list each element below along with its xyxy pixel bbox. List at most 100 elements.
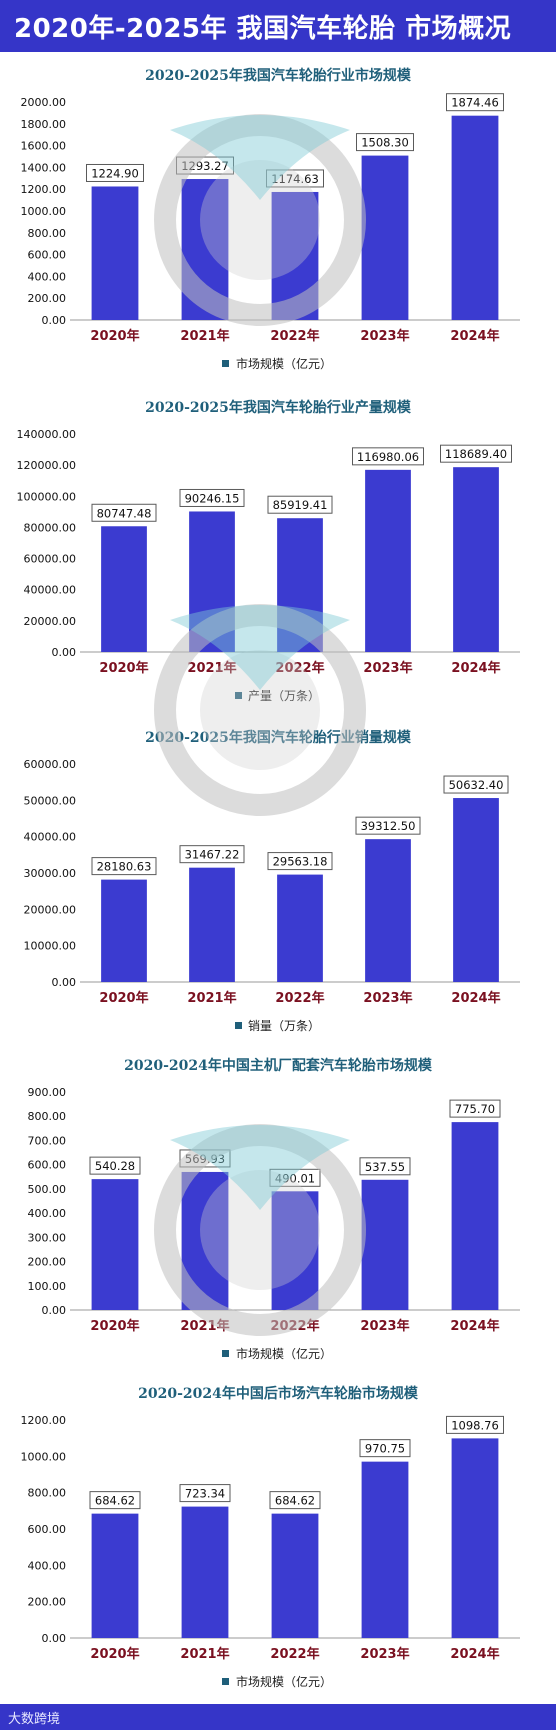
data-label: 28180.63 xyxy=(97,860,152,874)
y-tick-label: 1600.00 xyxy=(21,140,67,153)
category-label: 2023年 xyxy=(363,660,412,676)
y-tick-label: 0.00 xyxy=(52,646,77,659)
chart-panel: 2020-2024年中国后市场汽车轮胎市场规模 0.00 200.00 400.00 6… xyxy=(8,1376,548,1698)
data-label-box xyxy=(359,1439,411,1458)
data-label-box xyxy=(440,444,512,463)
data-label-box xyxy=(355,816,421,835)
bar xyxy=(181,179,229,320)
data-label: 1174.63 xyxy=(271,172,319,186)
legend-swatch xyxy=(235,1022,242,1029)
data-label-box xyxy=(86,163,144,182)
legend-label: 产量（万条） xyxy=(248,689,320,703)
y-tick-label: 120000.00 xyxy=(17,459,77,472)
chart-panel: 2020-2025年我国汽车轮胎行业销量规模 0.00 10000.00 20000.… xyxy=(8,720,548,1042)
data-label: 723.34 xyxy=(185,1487,225,1501)
category-label: 2021年 xyxy=(180,328,229,344)
data-label-box xyxy=(89,1491,141,1510)
category-label: 2020年 xyxy=(90,1646,139,1662)
category-label: 2021年 xyxy=(187,990,236,1006)
data-label-box xyxy=(267,852,333,871)
bar xyxy=(189,867,235,982)
category-label: 2024年 xyxy=(450,1646,499,1662)
bar-chart: 2020-2025年我国汽车轮胎行业产量规模 0.00 20000.00 40000.… xyxy=(17,399,520,703)
bar xyxy=(277,518,323,652)
y-tick-label: 1400.00 xyxy=(21,161,67,174)
data-label-box xyxy=(89,1156,141,1175)
bar-chart: 2020-2024年中国主机厂配套汽车轮胎市场规模 0.00 100.00 200.0… xyxy=(28,1057,520,1361)
bar xyxy=(91,1179,139,1310)
y-tick-label: 400.00 xyxy=(28,270,67,283)
chart-panel: 2020-2025年我国汽车轮胎行业产量规模 0.00 20000.00 40000.… xyxy=(8,390,548,712)
y-tick-label: 400.00 xyxy=(28,1207,67,1220)
y-tick-label: 800.00 xyxy=(28,1110,67,1123)
category-label: 2024年 xyxy=(450,1318,499,1334)
data-label: 490.01 xyxy=(275,1171,315,1185)
data-label-box xyxy=(446,93,504,112)
chart-title: 2020-2024年中国主机厂配套汽车轮胎市场规模 xyxy=(124,1057,433,1074)
y-tick-label: 60000.00 xyxy=(24,553,77,566)
bar xyxy=(91,1513,139,1638)
y-tick-label: 40000.00 xyxy=(24,584,77,597)
bar xyxy=(181,1506,229,1638)
bar xyxy=(361,1179,409,1310)
y-tick-label: 400.00 xyxy=(28,1559,67,1572)
category-label: 2024年 xyxy=(451,660,500,676)
y-tick-label: 800.00 xyxy=(28,227,67,240)
data-label-box xyxy=(446,1415,504,1434)
y-tick-label: 1000.00 xyxy=(21,1450,67,1463)
y-tick-label: 60000.00 xyxy=(24,758,77,771)
data-label: 90246.15 xyxy=(185,491,240,505)
y-tick-label: 1800.00 xyxy=(21,118,67,131)
data-label-box xyxy=(443,775,509,794)
category-label: 2021年 xyxy=(180,1646,229,1662)
y-tick-label: 0.00 xyxy=(52,976,77,989)
data-label-box xyxy=(91,857,157,876)
bar xyxy=(361,1461,409,1638)
category-label: 2022年 xyxy=(270,1318,319,1334)
data-label: 684.62 xyxy=(275,1494,315,1508)
y-tick-label: 500.00 xyxy=(28,1183,67,1196)
y-tick-label: 0.00 xyxy=(42,1304,67,1317)
data-label: 1224.90 xyxy=(91,166,139,180)
y-tick-label: 300.00 xyxy=(28,1231,67,1244)
data-label: 1293.27 xyxy=(181,159,229,173)
y-tick-label: 600.00 xyxy=(28,249,67,262)
legend-swatch xyxy=(222,1350,229,1357)
category-label: 2023年 xyxy=(360,1318,409,1334)
y-tick-label: 900.00 xyxy=(28,1086,67,1099)
data-label: 50632.40 xyxy=(449,778,504,792)
data-label: 537.55 xyxy=(365,1160,405,1174)
data-label-box xyxy=(91,503,157,522)
bar xyxy=(271,1191,319,1310)
bar xyxy=(189,511,235,652)
y-tick-label: 600.00 xyxy=(28,1523,67,1536)
y-tick-label: 0.00 xyxy=(42,1632,67,1645)
y-tick-label: 140000.00 xyxy=(17,428,77,441)
category-label: 2024年 xyxy=(450,328,499,344)
y-tick-label: 700.00 xyxy=(28,1134,67,1147)
bar xyxy=(453,798,499,982)
header-banner: 2020年-2025年 我国汽车轮胎 市场概况 xyxy=(0,0,556,52)
data-label: 1098.76 xyxy=(451,1418,499,1432)
y-tick-label: 100000.00 xyxy=(17,490,77,503)
data-label: 775.70 xyxy=(455,1102,495,1116)
y-tick-label: 200.00 xyxy=(28,292,67,305)
category-label: 2023年 xyxy=(363,990,412,1006)
bar xyxy=(181,1171,229,1310)
data-label-box xyxy=(179,1484,231,1503)
y-tick-label: 20000.00 xyxy=(24,903,77,916)
chart-title: 2020-2025年我国汽车轮胎行业市场规模 xyxy=(145,67,412,84)
bar-chart: 2020-2025年我国汽车轮胎行业销量规模 0.00 10000.00 20000.… xyxy=(24,729,520,1033)
chart-panel: 2020-2025年我国汽车轮胎行业市场规模 0.00 200.00 400.00 60… xyxy=(8,58,548,380)
y-tick-label: 20000.00 xyxy=(24,615,77,628)
y-tick-label: 1200.00 xyxy=(21,183,67,196)
data-label: 684.62 xyxy=(95,1494,135,1508)
y-tick-label: 200.00 xyxy=(28,1596,67,1609)
y-tick-label: 1200.00 xyxy=(21,1414,67,1427)
bar xyxy=(101,879,147,982)
category-label: 2020年 xyxy=(90,328,139,344)
data-label-box xyxy=(449,1099,501,1118)
data-label: 29563.18 xyxy=(273,855,328,869)
category-label: 2024年 xyxy=(451,990,500,1006)
y-tick-label: 50000.00 xyxy=(24,794,77,807)
